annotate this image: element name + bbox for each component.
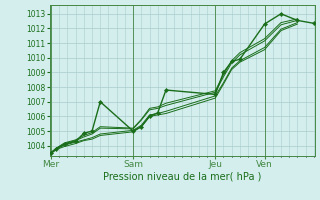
X-axis label: Pression niveau de la mer( hPa ): Pression niveau de la mer( hPa ) xyxy=(103,172,261,182)
